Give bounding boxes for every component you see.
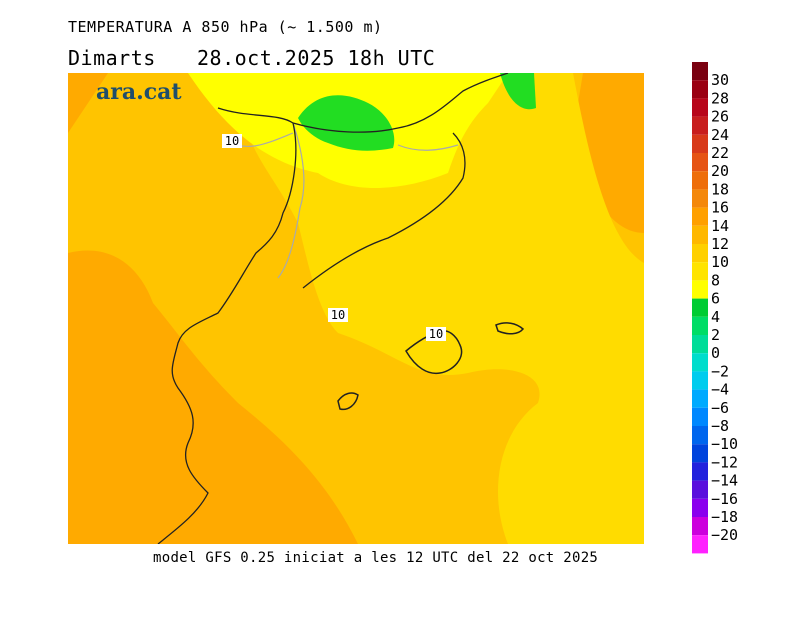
legend-label: 2 bbox=[711, 326, 720, 344]
legend-label: 22 bbox=[711, 144, 729, 162]
legend-swatch bbox=[692, 280, 708, 299]
island-menorca bbox=[495, 322, 525, 335]
legend-label: 24 bbox=[711, 126, 729, 144]
legend-swatch bbox=[692, 462, 708, 481]
logo: ara.cat bbox=[96, 79, 182, 105]
legend-swatch bbox=[692, 171, 708, 190]
legend-swatch bbox=[692, 535, 708, 554]
legend-swatch bbox=[692, 207, 708, 226]
band-14-16-east bbox=[573, 73, 644, 233]
legend-swatch bbox=[692, 389, 708, 408]
band-14-16-west bbox=[68, 73, 358, 544]
svg-text:10: 10 bbox=[429, 327, 443, 341]
legend-label: 26 bbox=[711, 108, 729, 126]
legend-label: 16 bbox=[711, 199, 729, 217]
legend-label: −10 bbox=[711, 435, 738, 453]
legend-label: 30 bbox=[711, 71, 729, 89]
legend-label: −6 bbox=[711, 399, 729, 417]
legend-label: 10 bbox=[711, 253, 729, 271]
contour-label: 10 bbox=[426, 327, 446, 341]
legend-label: −2 bbox=[711, 362, 729, 380]
legend-label: −12 bbox=[711, 453, 738, 471]
legend-label: −16 bbox=[711, 490, 738, 508]
legend-swatch bbox=[692, 262, 708, 281]
legend-swatch bbox=[692, 244, 708, 263]
legend-swatch bbox=[692, 335, 708, 354]
forecast-day: Dimarts bbox=[68, 46, 156, 70]
legend-swatch bbox=[692, 62, 708, 81]
legend-swatch bbox=[692, 225, 708, 244]
legend-label: 8 bbox=[711, 271, 720, 289]
coastline bbox=[157, 107, 297, 544]
legend-swatch bbox=[692, 80, 708, 99]
band-10-12 bbox=[248, 73, 644, 544]
legend-swatch bbox=[692, 517, 708, 536]
legend-label: 4 bbox=[711, 308, 720, 326]
svg-text:10: 10 bbox=[225, 134, 239, 148]
forecast-date: 28.oct.2025 18h UTC bbox=[197, 46, 436, 70]
contour-label: 10 bbox=[328, 308, 348, 322]
legend-swatch bbox=[692, 153, 708, 172]
band-4-6-patch bbox=[298, 95, 395, 151]
legend-label: 14 bbox=[711, 217, 729, 235]
legend-swatch bbox=[692, 316, 708, 335]
island-ibiza bbox=[337, 392, 359, 411]
legend-swatch bbox=[692, 134, 708, 153]
legend-label: 6 bbox=[711, 290, 720, 308]
svg-text:10: 10 bbox=[331, 308, 345, 322]
legend-label: −8 bbox=[711, 417, 729, 435]
legend-label: −20 bbox=[711, 526, 738, 544]
legend-swatch bbox=[692, 116, 708, 135]
legend-label: 12 bbox=[711, 235, 729, 253]
model-info: model GFS 0.25 iniciat a les 12 UTC del … bbox=[153, 550, 599, 566]
coastline-east bbox=[292, 73, 509, 289]
color-legend: 302826242220181614121086420−2−4−6−8−10−1… bbox=[692, 62, 738, 554]
legend-swatch bbox=[692, 498, 708, 517]
legend-label: −14 bbox=[711, 472, 738, 490]
legend-swatch bbox=[692, 189, 708, 208]
chart-title: TEMPERATURA A 850 hPa (~ 1.500 m) bbox=[68, 18, 383, 36]
legend-label: 28 bbox=[711, 89, 729, 107]
legend-label: 18 bbox=[711, 180, 729, 198]
legend-swatch bbox=[692, 371, 708, 390]
legend-swatch bbox=[692, 407, 708, 426]
legend-swatch bbox=[692, 480, 708, 499]
legend-swatch bbox=[692, 426, 708, 445]
legend-swatch bbox=[692, 444, 708, 463]
legend-swatch bbox=[692, 298, 708, 317]
legend-swatch bbox=[692, 353, 708, 372]
legend-label: −18 bbox=[711, 508, 738, 526]
legend-label: −4 bbox=[711, 381, 729, 399]
temperature-map: 10 10 10 ara.cat bbox=[68, 73, 644, 544]
legend-label: 20 bbox=[711, 162, 729, 180]
legend-swatch bbox=[692, 98, 708, 117]
legend-label: 0 bbox=[711, 344, 720, 362]
band-4-6-patch-east bbox=[500, 73, 536, 110]
contour-label: 10 bbox=[222, 134, 242, 148]
